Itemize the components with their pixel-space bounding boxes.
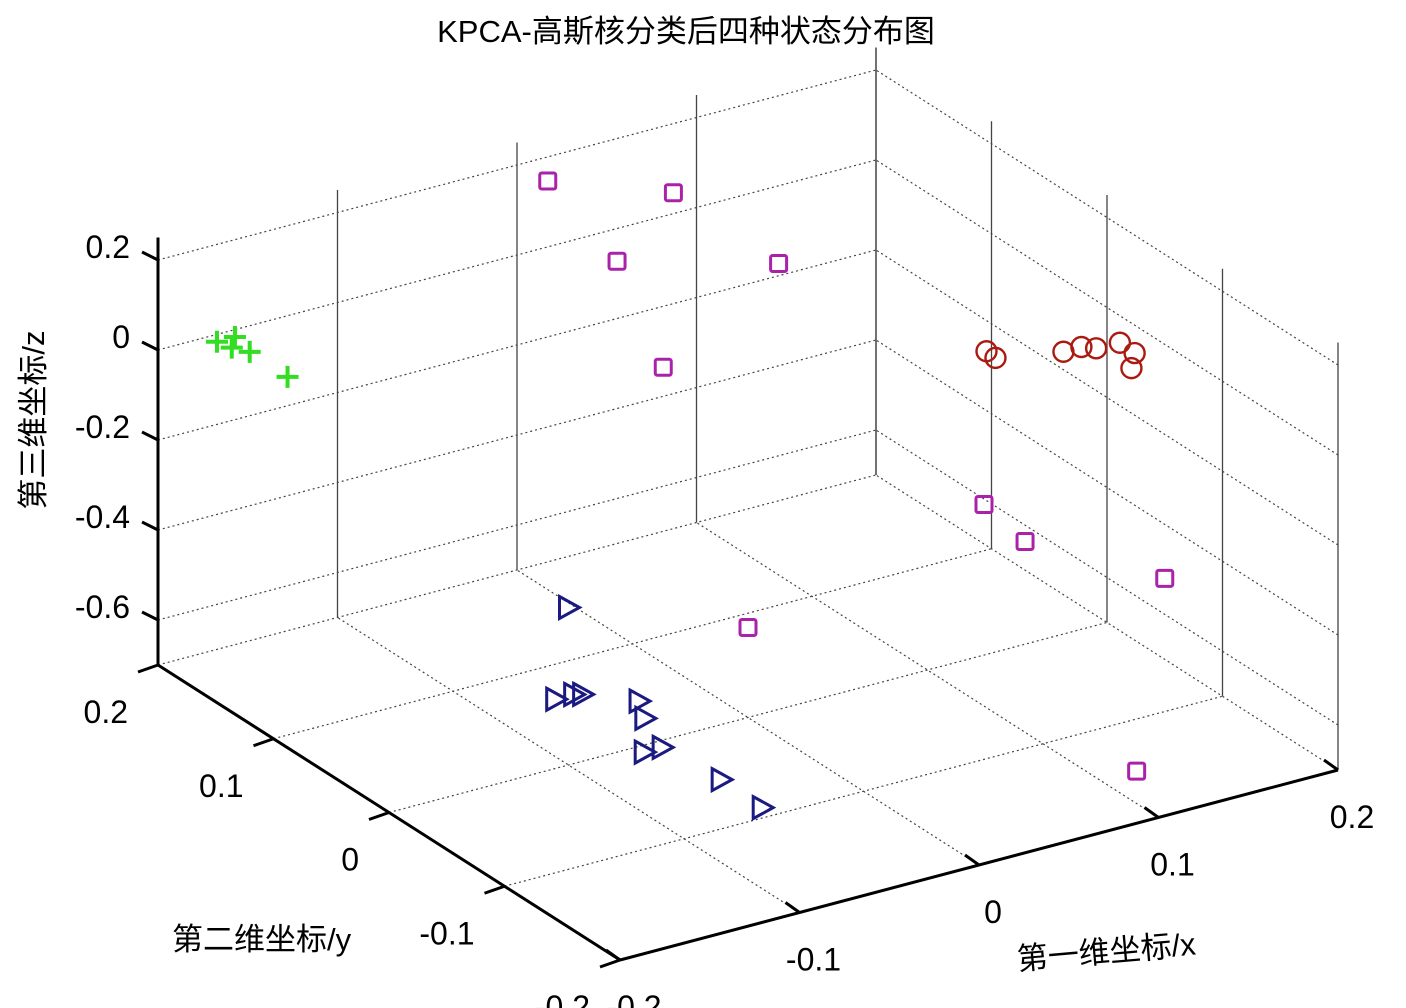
z-tick-mark [141, 250, 159, 262]
z-tick-mark [141, 520, 159, 532]
triangle-marker [572, 680, 597, 708]
square-marker [738, 618, 758, 637]
square-marker [663, 183, 683, 203]
y-tick-mark [253, 737, 274, 748]
floor-grid-line [696, 521, 1159, 819]
labels: KPCA-高斯核分类后四种状态分布图 第一维坐标/x 第二维坐标/y 第三维坐标… [16, 14, 1374, 1008]
z-axis-label: 第三维坐标/z [16, 330, 51, 509]
x-tick-mark [605, 948, 621, 962]
circle-marker [1123, 341, 1146, 365]
side-wall-grid-line [875, 339, 1339, 636]
plus-marker [223, 326, 246, 348]
z-tick-label: -0.2 [75, 409, 130, 445]
grid-lines [157, 47, 1339, 961]
back-wall-grid-line [157, 249, 877, 441]
y-tick-mark [137, 663, 159, 674]
chart-title: KPCA-高斯核分类后四种状态分布图 [437, 14, 935, 49]
square-marker [1015, 532, 1035, 551]
back-wall-grid-line [157, 339, 877, 531]
triangle-marker [751, 794, 777, 822]
y-tick-label: 0.1 [199, 768, 243, 804]
x-axis-label: 第一维坐标/x [1016, 926, 1198, 977]
plus-marker [276, 365, 299, 388]
circle-marker [1070, 335, 1093, 359]
side-wall-grid-line [875, 429, 1339, 726]
back-wall-grid-line [157, 159, 877, 351]
triangle-marker [558, 593, 583, 622]
back-wall-grid-line [157, 429, 877, 621]
z-tick-label: 0.2 [86, 229, 130, 265]
z-tick-label: 0 [112, 319, 130, 355]
triangle-marker [710, 766, 736, 794]
floor-grid-line [875, 474, 1339, 771]
triangle-marker [651, 733, 677, 761]
floor-grid-line [504, 695, 1223, 887]
z-tick-label: -0.6 [75, 589, 130, 625]
triangle-marker [628, 687, 654, 715]
circle-marker [984, 346, 1007, 370]
square-marker [769, 254, 789, 273]
side-wall-grid-line [875, 159, 1339, 456]
triangle-marker [634, 704, 659, 732]
back-wall-grid-line [157, 69, 877, 261]
y-tick-mark [368, 811, 390, 821]
triangle-marker [545, 685, 570, 713]
x-tick-label: 0.2 [1330, 799, 1374, 835]
data-points [206, 171, 1175, 822]
floor-grid-line [337, 616, 800, 914]
x-tick-mark [1143, 806, 1160, 819]
y-axis-label: 第二维坐标/y [172, 922, 352, 957]
x-tick-label: 0 [984, 894, 1002, 930]
triangle-marker [633, 738, 659, 766]
y-tick-label: 0 [341, 842, 359, 878]
square-marker [607, 251, 627, 271]
x-tick-mark [1323, 758, 1339, 772]
y-tick-mark [599, 958, 621, 969]
z-tick-label: -0.4 [75, 499, 130, 535]
x-tick-label: -0.2 [606, 989, 661, 1008]
plus-marker [206, 330, 228, 353]
square-marker [1127, 761, 1147, 781]
square-marker [974, 495, 994, 514]
y-tick-label: 0.2 [84, 694, 128, 730]
x-tick-label: -0.1 [786, 942, 841, 978]
square-marker [653, 357, 673, 377]
plus-marker [220, 336, 243, 359]
x-tick-mark [784, 901, 801, 914]
side-wall-grid-line [875, 69, 1339, 366]
plus-marker [238, 340, 261, 363]
circle-marker [1084, 337, 1108, 360]
z-tick-mark [141, 610, 159, 622]
circle-marker [1120, 356, 1143, 380]
y-tick-mark [484, 884, 505, 895]
y-tick-label: -0.1 [419, 915, 474, 951]
x-tick-label: 0.1 [1150, 847, 1194, 883]
circle-marker [1108, 331, 1132, 354]
square-marker [538, 171, 558, 191]
floor-grid-line [388, 621, 1108, 814]
z-tick-mark [141, 430, 159, 442]
side-wall-grid-line [875, 249, 1339, 546]
y-tick-label: -0.2 [535, 989, 590, 1008]
axes [137, 237, 1339, 969]
floor-grid-line [516, 569, 980, 866]
z-tick-mark [141, 340, 159, 352]
square-marker [1155, 568, 1175, 588]
x-tick-mark [964, 853, 980, 867]
